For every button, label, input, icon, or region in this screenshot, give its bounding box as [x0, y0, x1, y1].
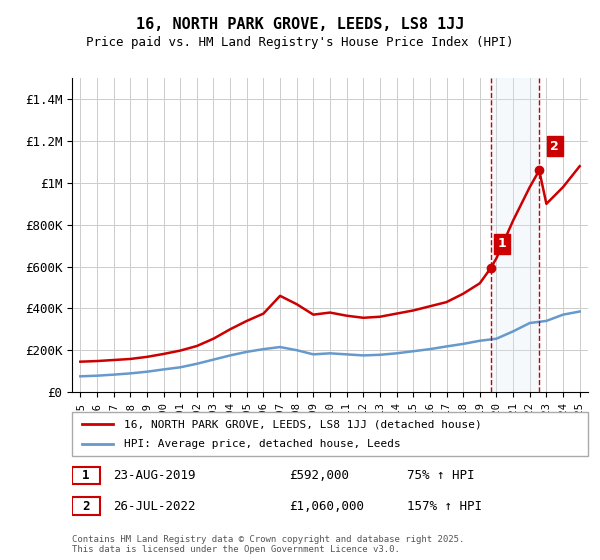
Text: £1,060,000: £1,060,000	[289, 500, 364, 512]
Text: 1: 1	[82, 469, 89, 482]
Text: 75% ↑ HPI: 75% ↑ HPI	[407, 469, 475, 482]
Bar	[491, 78, 539, 392]
Text: HPI: Average price, detached house, Leeds: HPI: Average price, detached house, Leed…	[124, 439, 400, 449]
Text: 157% ↑ HPI: 157% ↑ HPI	[407, 500, 482, 512]
FancyBboxPatch shape	[72, 412, 588, 456]
Text: 16, NORTH PARK GROVE, LEEDS, LS8 1JJ: 16, NORTH PARK GROVE, LEEDS, LS8 1JJ	[136, 17, 464, 32]
Text: £592,000: £592,000	[289, 469, 349, 482]
FancyBboxPatch shape	[72, 497, 100, 515]
Text: 2: 2	[82, 500, 89, 512]
Text: Price paid vs. HM Land Registry's House Price Index (HPI): Price paid vs. HM Land Registry's House …	[86, 36, 514, 49]
Text: 1: 1	[497, 237, 506, 250]
Text: 23-AUG-2019: 23-AUG-2019	[113, 469, 196, 482]
Text: 16, NORTH PARK GROVE, LEEDS, LS8 1JJ (detached house): 16, NORTH PARK GROVE, LEEDS, LS8 1JJ (de…	[124, 419, 481, 429]
Text: Contains HM Land Registry data © Crown copyright and database right 2025.
This d: Contains HM Land Registry data © Crown c…	[72, 535, 464, 554]
FancyBboxPatch shape	[72, 466, 100, 484]
Text: 2: 2	[550, 139, 559, 152]
Text: 26-JUL-2022: 26-JUL-2022	[113, 500, 196, 512]
